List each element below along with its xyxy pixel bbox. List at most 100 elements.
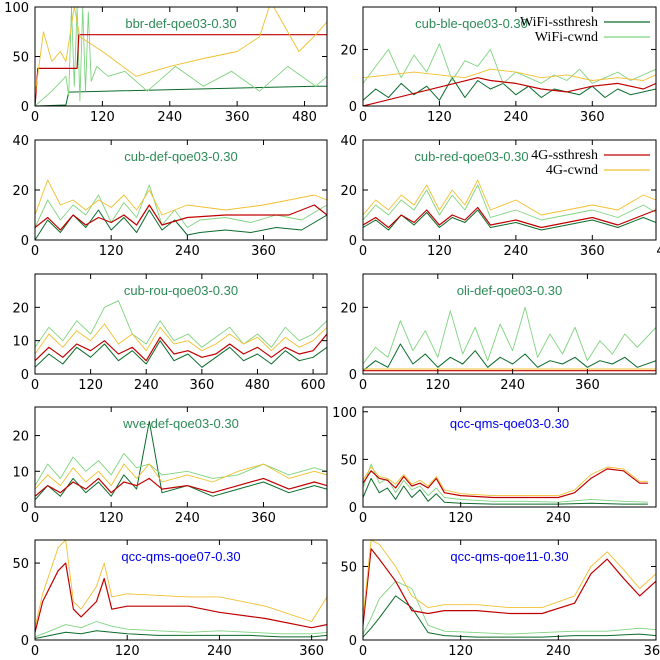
x-tick-label: 0	[359, 378, 367, 393]
y-tick-label: 0	[349, 234, 357, 249]
x-tick-label: 240	[157, 110, 182, 125]
series-line-4g-cwnd	[363, 540, 656, 618]
series-line-wifi-cwnd	[363, 463, 648, 503]
y-tick-label: 0	[349, 501, 357, 516]
x-tick-label: 0	[359, 511, 367, 526]
x-tick-label: 120	[90, 110, 115, 125]
x-tick-label: 360	[251, 244, 276, 259]
series-line-4g-ssthresh	[35, 477, 327, 497]
series-line-4g-cwnd	[35, 323, 327, 355]
y-tick-label: 0	[21, 501, 29, 516]
series-line-4g-ssthresh	[363, 77, 656, 106]
x-tick-label: 600	[301, 378, 326, 393]
panel-title: wve-def-qoe03-0.30	[122, 416, 239, 431]
series-line-wifi-cwnd	[363, 43, 656, 84]
series-line-wifi-cwnd	[35, 7, 327, 106]
panel-title: cub-def-qoe03-0.30	[124, 149, 237, 164]
x-tick-label: 0	[31, 511, 39, 526]
series-line-wifi-cwnd	[35, 184, 327, 228]
series-line-4g-ssthresh	[363, 206, 656, 229]
plot-frame	[362, 539, 657, 641]
series-line-wifi-ssthresh	[35, 420, 327, 501]
series-line-4g-cwnd	[35, 540, 327, 628]
x-tick-label: 240	[134, 378, 159, 393]
plot-frame	[34, 406, 328, 508]
panel-title: cub-rou-qoe03-0.30	[124, 283, 238, 298]
series-line-4g-cwnd	[363, 179, 656, 216]
series-group	[363, 463, 648, 505]
x-tick-label: 360	[575, 378, 600, 393]
y-tick-label: 0	[349, 100, 357, 115]
x-tick-label: 360	[299, 644, 324, 659]
x-tick-label: 120	[448, 644, 473, 659]
y-tick-label: 0	[349, 634, 357, 649]
panel-title: qcc-qms-qoe03-0.30	[450, 416, 569, 431]
x-tick-label: 120	[425, 378, 450, 393]
x-tick-label: 0	[359, 644, 367, 659]
panel-title: qcc-qms-qoe11-0.30	[450, 549, 568, 564]
panel-5: 0 120 240 360 480 600 0 10 20 cub-rou-qoe03-0.30	[12, 273, 328, 393]
panel-9: 0 120 240 360 0 50 qcc-qms-qoe07-0.30	[12, 539, 328, 659]
y-tick-label: 100	[332, 406, 357, 421]
y-tick-label: 50	[12, 51, 29, 66]
legend-label-wifi-ssthresh: WiFi-ssthresh	[520, 15, 598, 30]
plot-frame	[34, 539, 328, 641]
x-tick-label: 240	[546, 511, 571, 526]
series-line-wifi-ssthresh	[35, 85, 327, 106]
panel-3: 0 120 240 360 0 20 40 cub-def-qoe03-0.30	[12, 134, 328, 259]
x-tick-label: 240	[503, 110, 528, 125]
series-line-wifi-ssthresh	[35, 630, 327, 639]
plot-frame	[362, 273, 657, 375]
series-line-wifi-cwnd	[35, 452, 327, 486]
series-line-wifi-ssthresh	[363, 343, 656, 372]
series-line-4g-cwnd	[363, 466, 648, 497]
series-group	[363, 43, 656, 106]
y-tick-label: 0	[21, 634, 29, 649]
legend-label-wifi-cwnd: WiFi-cwnd	[535, 30, 598, 45]
series-line-4g-ssthresh	[35, 562, 327, 633]
x-tick-label: 240	[503, 244, 528, 259]
panel-4: 0 120 240 360 480 0 20 40 cub-red-qoe03-0.304G-s…	[340, 134, 660, 259]
y-tick-label: 0	[349, 368, 357, 383]
panel-title: qcc-qms-qoe07-0.30	[121, 549, 240, 564]
series-line-wifi-cwnd	[35, 621, 327, 638]
panel-2: 0 120 240 360 0 20 cub-ble-qoe03-0.30WiFi-ssth…	[340, 6, 657, 125]
series-line-wifi-cwnd	[363, 580, 656, 635]
x-tick-label: 240	[175, 244, 200, 259]
y-tick-label: 20	[340, 43, 357, 58]
panel-10: 0 120 240 360 0 50 qcc-qms-qoe11-0.30	[340, 539, 660, 659]
y-tick-label: 10	[12, 465, 29, 480]
x-tick-label: 120	[427, 110, 452, 125]
panel-7: 0 120 240 360 0 10 20 wve-def-qoe03-0.30	[12, 406, 328, 526]
y-tick-label: 40	[340, 134, 357, 149]
y-tick-label: 20	[12, 301, 29, 316]
x-tick-label: 240	[207, 644, 232, 659]
series-line-wifi-ssthresh	[363, 477, 648, 505]
x-tick-label: 360	[580, 110, 605, 125]
series-group	[35, 7, 327, 106]
x-tick-label: 0	[31, 110, 39, 125]
x-tick-label: 360	[189, 378, 214, 393]
series-line-wifi-ssthresh	[35, 340, 327, 368]
y-tick-label: 40	[12, 134, 29, 149]
x-tick-label: 360	[225, 110, 250, 125]
panel-1: 0 120 240 360 480 0 50 100 bbr-def-qoe03-0.30	[4, 1, 328, 125]
y-tick-label: 10	[12, 335, 29, 350]
x-tick-label: 480	[656, 244, 660, 259]
y-tick-label: 20	[12, 184, 29, 199]
series-line-wifi-cwnd	[35, 300, 327, 348]
legend-label-4g-cwnd: 4G-cwnd	[546, 163, 598, 178]
series-line-4g-cwnd	[363, 68, 656, 81]
x-tick-label: 0	[31, 378, 39, 393]
series-group	[35, 540, 327, 639]
y-tick-label: 20	[340, 301, 357, 316]
y-tick-label: 0	[21, 368, 29, 383]
x-tick-label: 0	[359, 110, 367, 125]
x-tick-label: 360	[644, 644, 660, 659]
series-group	[35, 420, 327, 501]
series-line-wifi-cwnd	[363, 184, 656, 221]
series-line-4g-ssthresh	[363, 468, 648, 499]
series-group	[363, 179, 656, 231]
series-line-4g-ssthresh	[35, 204, 327, 231]
